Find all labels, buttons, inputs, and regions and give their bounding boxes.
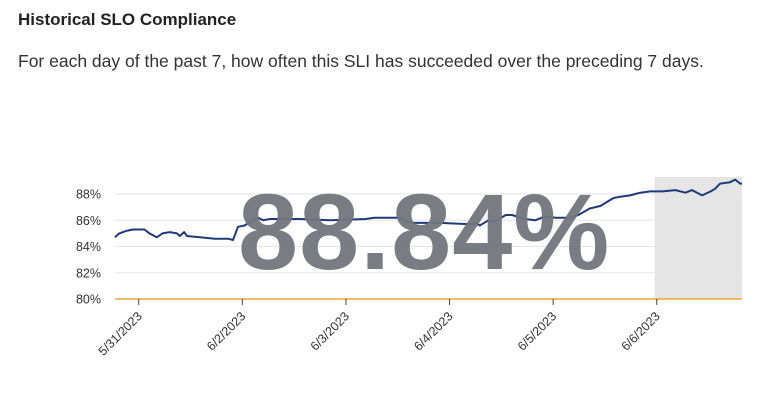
y-tick-label: 84% [76,240,101,254]
x-tick-label: 6/5/2023 [515,309,559,353]
x-tick-label: 6/4/2023 [411,309,455,353]
chart-subtitle: For each day of the past 7, how often th… [18,51,704,71]
current-compliance-value: 88.84% [238,171,611,292]
shaded-region [654,177,742,299]
x-tick-label: 5/31/2023 [96,309,145,358]
x-tick-label: 6/2/2023 [204,309,248,353]
y-tick-label: 82% [76,266,101,280]
x-tick-label: 6/3/2023 [308,309,352,353]
y-tick-label: 80% [76,293,101,307]
y-tick-label: 88% [76,188,101,202]
chart-title: Historical SLO Compliance [18,10,237,29]
compliance-line [114,178,742,241]
y-tick-label: 86% [76,214,101,228]
x-tick-label: 6/6/2023 [619,309,663,353]
